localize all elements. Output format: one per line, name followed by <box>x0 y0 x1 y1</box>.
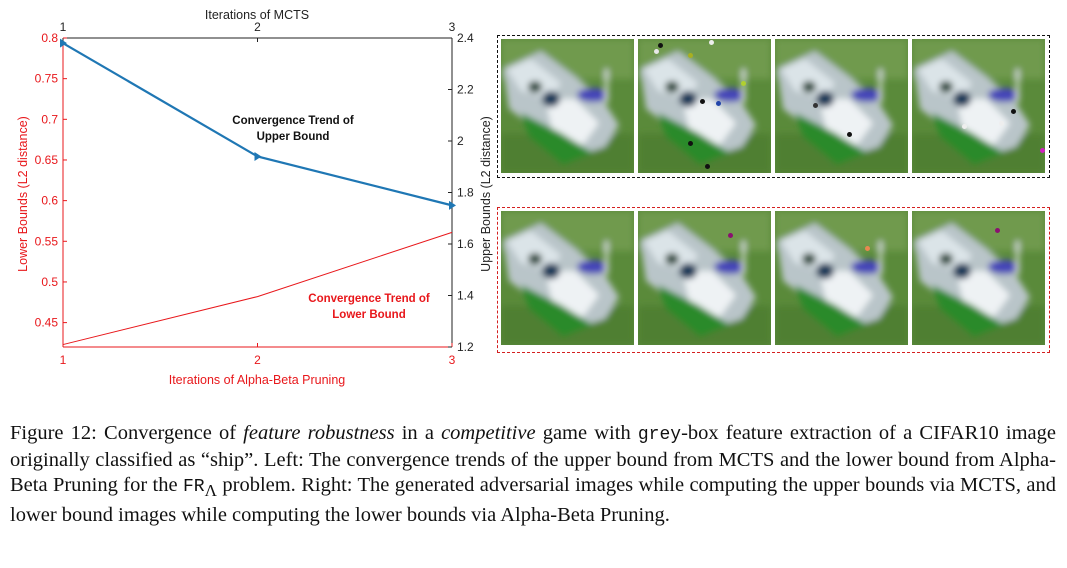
caption-text-2: in a <box>394 422 442 444</box>
perturbed-pixel <box>727 232 733 238</box>
right-tick-label: 1.8 <box>457 186 474 200</box>
perturbed-pixel <box>1010 108 1016 114</box>
left-tick-label: 0.55 <box>35 234 59 248</box>
lower-bound-line <box>62 231 453 346</box>
bottom-tick-label: 2 <box>254 353 261 367</box>
perturbed-pixel <box>1039 147 1045 153</box>
chart-axes: 1 1 2 2 3 3 0.45 0.5 0.55 0.6 0.65 0.7 0.75 0.8 1.2 1.4… <box>35 20 474 367</box>
upper-image-2 <box>638 39 771 173</box>
upper-bound-marker <box>449 200 456 210</box>
caption-feature-robustness: feature robustness <box>243 422 395 444</box>
perturbed-pixel <box>687 140 693 146</box>
top-tick-label: 3 <box>449 20 456 34</box>
right-tick-label: 1.2 <box>457 340 474 354</box>
lower-image-1 <box>501 211 634 345</box>
left-tick-label: 0.45 <box>35 316 59 330</box>
perturbed-pixel <box>708 39 714 45</box>
caption-lambda: Λ <box>204 481 217 501</box>
left-tick-label: 0.8 <box>41 31 58 45</box>
perturbed-pixel <box>961 123 967 129</box>
bottom-tick-label: 3 <box>449 353 456 367</box>
caption-grey: grey <box>637 425 682 445</box>
caption-text-3: game with <box>535 422 638 444</box>
annotation-lower-line2: Lower Bound <box>332 309 405 321</box>
perturbed-pixel <box>864 245 870 251</box>
bottom-tick-label: 1 <box>60 353 67 367</box>
annotation-lower-line1: Convergence Trend of <box>308 293 430 305</box>
left-tick-label: 0.7 <box>41 112 58 126</box>
bottom-axis-label: Iterations of Alpha-Beta Pruning <box>169 373 346 387</box>
perturbed-pixel <box>699 98 705 104</box>
top-tick-label: 2 <box>254 20 261 34</box>
perturbed-pixel <box>657 42 663 48</box>
perturbed-pixel <box>653 48 659 54</box>
annotation-upper-line2: Upper Bound <box>257 131 330 143</box>
perturbed-pixel <box>704 163 710 169</box>
upper-bound-marker <box>60 38 67 48</box>
lower-image-3 <box>775 211 908 345</box>
right-tick-label: 1.4 <box>457 289 474 303</box>
perturbed-pixel <box>740 80 746 86</box>
figure-caption: Figure 12: Convergence of feature robust… <box>10 421 1056 528</box>
left-tick-label: 0.5 <box>41 275 58 289</box>
upper-bound-marker <box>254 151 262 161</box>
convergence-chart: 1 1 2 2 3 3 0.45 0.5 0.55 0.6 0.65 0.7 0.75 0.8 1.2 1.4… <box>16 8 493 387</box>
right-tick-label: 2.2 <box>457 83 474 97</box>
caption-text-4: -box feature extraction of a CIFAR10 ima… <box>10 422 1056 496</box>
left-tick-label: 0.75 <box>35 72 59 86</box>
upper-image-4 <box>912 39 1045 173</box>
upper-bound-images-panel <box>497 35 1050 178</box>
lower-image-2 <box>638 211 771 345</box>
right-tick-label: 2.4 <box>457 31 474 45</box>
caption-competitive: competitive <box>441 422 536 444</box>
perturbed-pixel <box>715 100 721 106</box>
perturbed-pixel <box>812 102 818 108</box>
lower-image-4 <box>912 211 1045 345</box>
perturbed-pixel <box>687 52 693 58</box>
annotation-upper-line1: Convergence Trend of <box>232 115 354 127</box>
caption-fr: FR <box>182 477 205 497</box>
caption-label: Figure 12: <box>10 422 97 444</box>
left-tick-label: 0.6 <box>41 194 58 208</box>
upper-image-1 <box>501 39 634 173</box>
upper-image-3 <box>775 39 908 173</box>
right-tick-label: 1.6 <box>457 237 474 251</box>
caption-text-5: problem. Right: The generated adversaria… <box>10 474 1056 527</box>
right-tick-label: 2 <box>457 134 464 148</box>
caption-text-1: Convergence of <box>96 422 244 444</box>
perturbed-pixel <box>994 227 1000 233</box>
left-tick-label: 0.65 <box>35 153 59 167</box>
top-tick-label: 1 <box>60 20 67 34</box>
chart-marks <box>60 38 456 346</box>
right-axis-label: Upper Bounds (L2 distance) <box>479 116 493 272</box>
lower-bound-images-panel <box>497 207 1050 353</box>
perturbed-pixel <box>998 120 1004 126</box>
top-axis-label: Iterations of MCTS <box>205 8 309 22</box>
perturbed-pixel <box>846 131 852 137</box>
left-axis-label: Lower Bounds (L2 distance) <box>16 116 30 272</box>
